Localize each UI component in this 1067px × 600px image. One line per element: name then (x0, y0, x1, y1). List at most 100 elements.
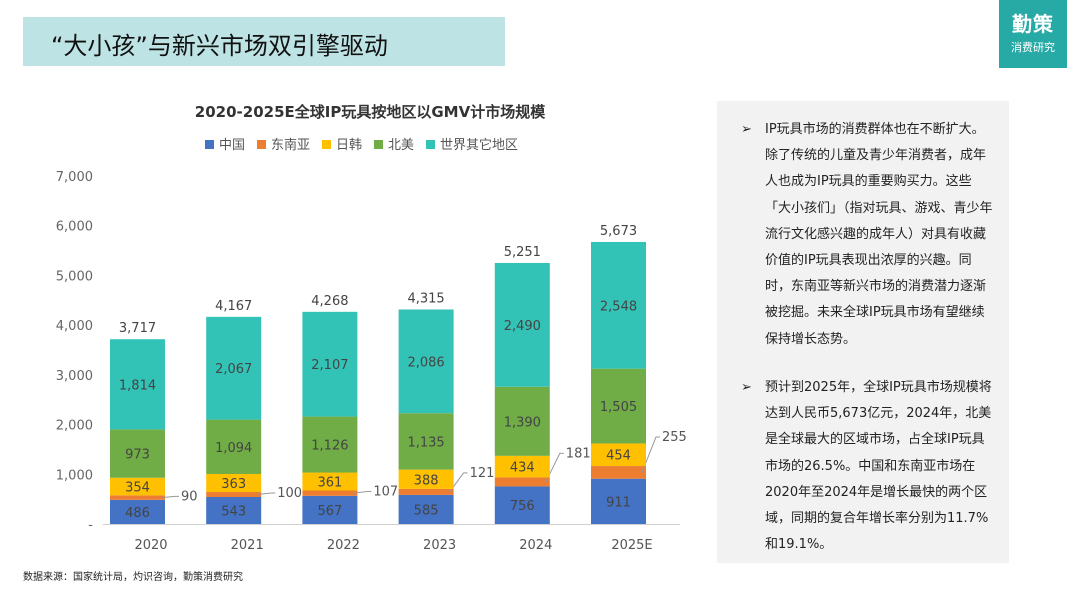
leader-line (641, 436, 660, 473)
legend-swatch (426, 140, 435, 149)
data-label: 1,814 (119, 378, 156, 393)
data-label: 973 (125, 448, 150, 463)
bar-segment (302, 490, 358, 496)
bar-segment (398, 488, 454, 495)
leader-line (353, 490, 372, 494)
bar-segment (591, 368, 646, 444)
bar-segment (398, 469, 454, 489)
data-label: 434 (510, 461, 535, 476)
bar-segment (591, 241, 646, 369)
data-label: 255 (662, 430, 687, 445)
bar-segment (494, 386, 550, 456)
legend-swatch (322, 140, 331, 149)
data-label: 361 (317, 476, 342, 491)
bar-segment (206, 497, 262, 524)
data-label: 2,548 (600, 299, 637, 314)
bar-segment (206, 316, 262, 420)
y-tick-label: - (88, 518, 93, 533)
bar-segment (110, 339, 165, 430)
bar-segment (302, 416, 358, 473)
data-label: 756 (510, 499, 535, 514)
data-label: 911 (606, 495, 631, 510)
bar-segment (494, 477, 550, 487)
bar-segment (110, 499, 165, 524)
bar-segment (494, 486, 550, 524)
bar-segment (591, 466, 646, 479)
data-label: 567 (317, 504, 342, 519)
bar-segment (110, 429, 165, 478)
bar-segment (206, 419, 262, 474)
leader-line (257, 492, 276, 496)
total-label: 4,315 (407, 291, 444, 306)
x-tick-label: 2024 (519, 538, 552, 550)
text-panel: ➢ IP玩具市场的消费群体也在不断扩大。除了传统的儿童及青少年消费者，成年人也成… (717, 101, 1009, 563)
legend-label: 东南亚 (271, 137, 310, 153)
bar-segment (206, 473, 262, 493)
data-label: 1,390 (504, 415, 541, 430)
data-label: 486 (125, 506, 150, 521)
arrowhead-bullet-icon: ➢ (741, 122, 752, 137)
legend-swatch (374, 140, 383, 149)
leader-line (160, 495, 179, 499)
y-tick-label: 1,000 (56, 468, 93, 483)
bar-segment (302, 311, 358, 417)
logo: 勤策 消费研究 (999, 0, 1067, 68)
x-tick-label: 2021 (231, 538, 264, 550)
data-label: 2,067 (215, 362, 252, 377)
y-tick-label: 3,000 (56, 369, 93, 384)
bar-segment (302, 472, 358, 491)
data-label: 90 (181, 489, 198, 504)
bullet-item: ➢ IP玩具市场的消费群体也在不断扩大。除了传统的儿童及青少年消费者，成年人也成… (741, 117, 995, 353)
y-tick-label: 5,000 (56, 269, 93, 284)
legend-label: 中国 (219, 138, 245, 153)
bar-segment (110, 495, 165, 500)
x-tick-label: 2022 (327, 538, 360, 550)
data-label: 2,490 (504, 319, 541, 334)
total-label: 4,268 (311, 294, 348, 309)
total-label: 5,251 (504, 245, 541, 260)
bar-segment (206, 492, 262, 498)
data-label: 2,107 (311, 358, 348, 373)
data-label: 543 (221, 505, 246, 520)
chart-title: 2020-2025E全球IP玩具按地区以GMV计市场规模 (195, 103, 546, 121)
data-label: 107 (373, 484, 398, 499)
data-label: 181 (566, 446, 591, 461)
leader-line (545, 452, 564, 483)
bar-segment (302, 495, 358, 524)
leader-line (449, 472, 468, 493)
legend-label: 北美 (388, 138, 414, 153)
bar-segment (494, 262, 550, 387)
arrowhead-bullet-icon: ➢ (741, 380, 752, 395)
legend-label: 日韩 (336, 138, 362, 153)
bullet-item: ➢ 预计到2025年，全球IP玩具市场规模将达到人民币5,673亿元，2024年… (741, 375, 995, 558)
data-label: 1,094 (215, 441, 252, 456)
title-banner: “大小孩”与新兴市场双引擎驱动 (23, 17, 505, 66)
total-label: 4,167 (215, 299, 252, 314)
y-tick-label: 6,000 (56, 220, 93, 235)
data-label: 1,505 (600, 400, 637, 415)
legend-swatch (205, 140, 214, 149)
data-label: 454 (606, 449, 631, 464)
legend-label: 世界其它地区 (440, 137, 518, 153)
data-label: 2,086 (407, 355, 444, 370)
bullet-text: IP玩具市场的消费群体也在不断扩大。除了传统的儿童及青少年消费者，成年人也成为I… (765, 122, 993, 347)
bar-segment (494, 455, 550, 478)
data-label: 1,126 (311, 439, 348, 454)
x-tick-label: 2023 (423, 538, 456, 550)
bar-segment (591, 478, 646, 524)
data-label: 1,135 (407, 435, 444, 450)
logo-line2: 消费研究 (1011, 41, 1055, 54)
data-label: 388 (414, 473, 439, 488)
page-title: “大小孩”与新兴市场双引擎驱动 (51, 32, 388, 60)
y-tick-label: 2,000 (56, 419, 93, 434)
bullet-text: 预计到2025年，全球IP玩具市场规模将达到人民币5,673亿元，2024年，北… (765, 380, 992, 553)
data-label: 363 (221, 477, 246, 492)
total-label: 3,717 (119, 321, 156, 336)
data-source: 数据来源：国家统计局，灼识咨询，勤策消费研究 (23, 572, 243, 583)
bar-segment (398, 309, 454, 414)
total-label: 5,673 (600, 224, 637, 239)
y-tick-label: 4,000 (56, 319, 93, 334)
legend-swatch (257, 140, 266, 149)
bar-segment (591, 443, 646, 467)
